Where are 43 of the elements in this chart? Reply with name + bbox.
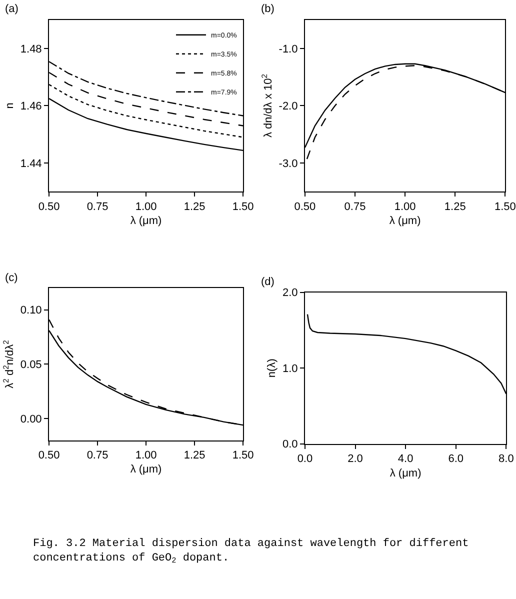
x-axis-title: λ (μm)	[389, 215, 421, 228]
x-tick-label: 0.50	[38, 200, 60, 213]
caption: Fig. 3.2 Material dispersion data against wavelength for different concentrations of GeO$_{2}$ dopant.	[33, 538, 469, 566]
x-tick-label: 2.0	[348, 453, 363, 466]
y-tick-label: 1.0	[282, 362, 298, 375]
x-tick-label: 8.0	[498, 453, 514, 466]
x-tick-label: 0.50	[38, 449, 60, 462]
x-axis-title: λ (μm)	[130, 215, 162, 228]
x-tick-label: 1.00	[135, 200, 157, 213]
x-tick-label: 1.25	[444, 200, 466, 213]
x-tick-label: 0.0	[297, 453, 313, 466]
x-tick-label: 0.75	[86, 449, 108, 462]
y-tick-label: 1.44	[20, 158, 42, 170]
x-tick-label: 1.00	[135, 449, 157, 462]
x-tick-label: 1.25	[184, 200, 206, 213]
y-axis-title: n	[4, 102, 16, 109]
x-axis-title: λ (μm)	[390, 467, 422, 480]
x-tick-label: 0.75	[86, 200, 108, 213]
y-tick-label: -1.0	[278, 43, 298, 56]
x-tick-label: 1.25	[184, 449, 206, 462]
y-axis-title: n(λ)	[266, 358, 278, 378]
x-tick-label: 1.50	[232, 200, 254, 213]
x-tick-label: 0.50	[294, 200, 316, 213]
chart-title: (d)	[261, 276, 274, 288]
chart-title: (b)	[261, 3, 274, 15]
x-tick-label: 1.50	[232, 449, 254, 462]
x-tick-label: 6.0	[448, 453, 464, 466]
x-axis-title: λ (μm)	[130, 464, 162, 476]
x-tick-label: 0.75	[344, 200, 366, 213]
y-tick-label: 1.48	[20, 43, 42, 56]
x-tick-label: 1.00	[394, 200, 416, 213]
y-tick-label: 0.05	[20, 359, 42, 372]
y-tick-label: 2.0	[282, 287, 298, 300]
chart-title: (c)	[5, 272, 18, 284]
x-tick-label: 1.50	[494, 200, 516, 213]
y-tick-label: -2.0	[278, 100, 298, 113]
chart-title: (a)	[5, 3, 18, 15]
x-tick-label: 4.0	[398, 453, 414, 466]
y-tick-label: 0.0	[282, 438, 298, 451]
y-tick-label: -3.0	[278, 158, 298, 170]
y-tick-label: 1.46	[20, 100, 42, 113]
y-tick-label: 0.00	[20, 413, 42, 426]
y-tick-label: 0.10	[20, 304, 42, 317]
